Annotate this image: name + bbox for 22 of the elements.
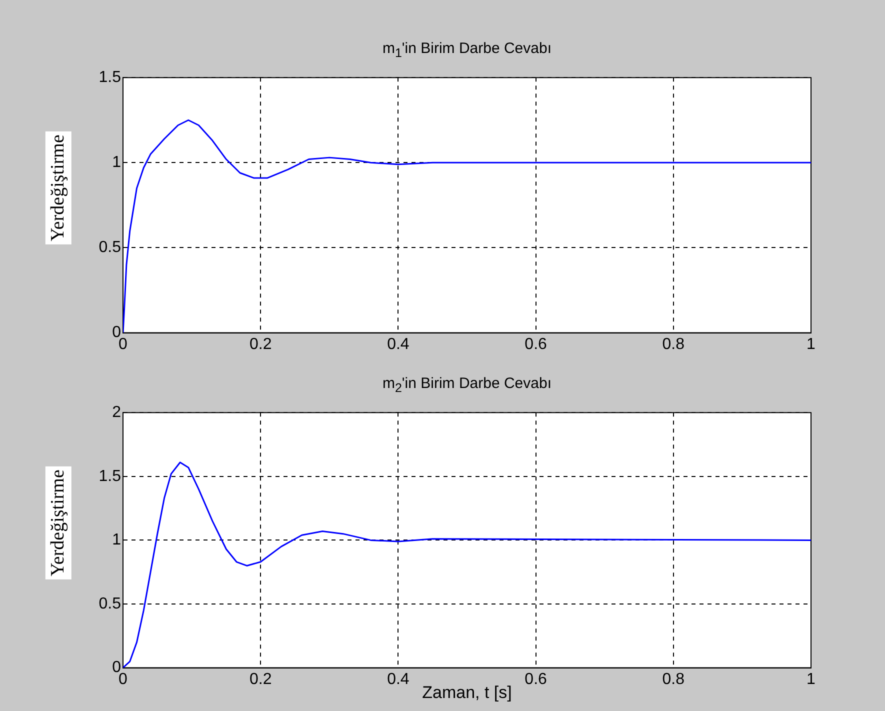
chart-title: m$_{1}$'in Birim Darbe Cevabı [381, 40, 553, 60]
x-tick-label: 0.4 [387, 670, 410, 688]
x-tick-label: 0.2 [249, 670, 272, 688]
x-tick-label: 0.6 [524, 670, 548, 688]
y-axis-title: Yerdeğiştirme [44, 466, 71, 580]
y-tick-label: 1 [112, 532, 122, 549]
y-tick-label: 1.5 [98, 69, 122, 86]
x-tick-label: 0.8 [662, 336, 685, 353]
x-axis-title: Zaman, t [s] [422, 683, 512, 702]
x-tick-label: 0.8 [662, 670, 685, 688]
x-tick-label: 1 [806, 336, 816, 353]
y-axis-title: Yerdeğiştirme [44, 132, 71, 244]
x-tick-label: 1 [806, 670, 816, 688]
x-tick-label: 0.2 [249, 336, 272, 353]
chart-title: m$_{2}$'in Birim Darbe Cevabı [381, 375, 553, 395]
y-tick-label: 2 [112, 404, 122, 422]
x-tick-label: 0.4 [387, 336, 410, 353]
y-tick-label: 0.5 [98, 595, 122, 612]
y-tick-label: 1 [112, 154, 122, 172]
y-tick-label: 0.5 [98, 239, 122, 256]
x-tick-label: 0.6 [524, 336, 548, 353]
y-tick-label: 1.5 [98, 468, 122, 485]
